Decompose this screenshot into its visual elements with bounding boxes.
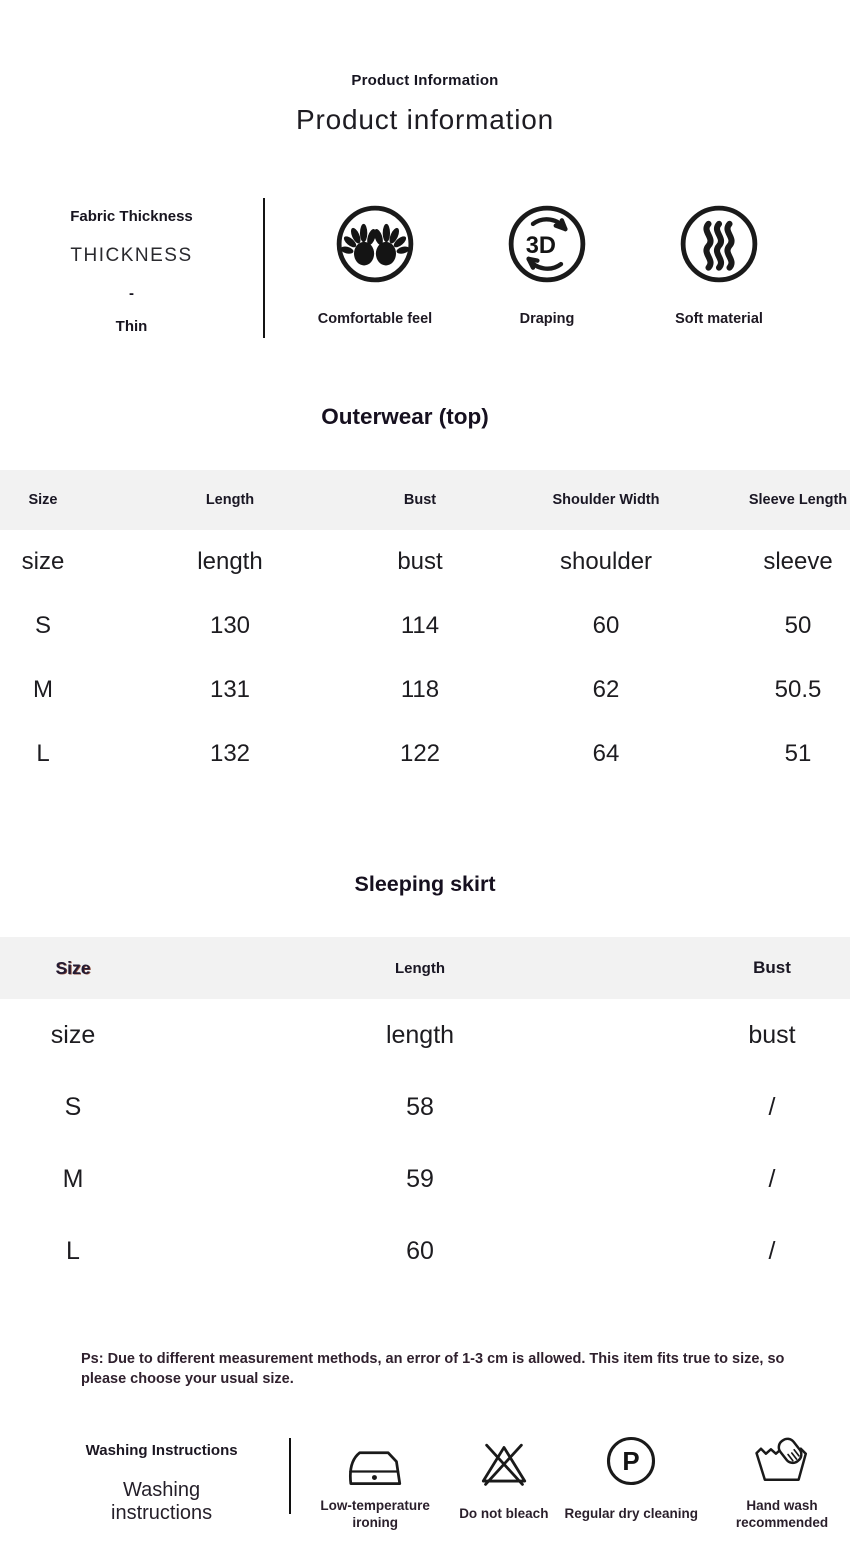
table-cell: sleeve — [763, 548, 833, 575]
table-cell: M — [62, 1164, 84, 1193]
page-title-large: Product information — [296, 104, 554, 135]
table-cell: bust — [748, 1020, 796, 1049]
column-header: Bust — [753, 958, 791, 977]
table-cell: L — [36, 740, 50, 767]
table-cell: / — [768, 1092, 776, 1121]
feature-label: Draping — [519, 311, 575, 327]
rotate-3d-icon-text: 3D — [526, 233, 556, 259]
fabric-thickness-value: THICKNESS — [70, 245, 193, 266]
sleeping-skirt-size-table: Size Length Bust size length bust S 58 / M 59 / L 60 / — [0, 937, 850, 1287]
fabric-thickness-block: Fabric Thickness THICKNESS - Thin — [0, 198, 263, 350]
column-header: Shoulder Width — [552, 492, 660, 508]
rotate-3d-icon: 3D — [505, 202, 589, 291]
feature-icons-row: Comfortable feel 3D Draping — [265, 198, 850, 350]
table-row: M 131 118 62 50.5 — [0, 658, 850, 722]
washing-item-no-bleach: Do not bleach — [459, 1430, 548, 1533]
fabric-thickness-thin: Thin — [115, 318, 148, 335]
sleeping-skirt-heading: Sleeping skirt — [354, 872, 496, 896]
column-header: Length — [395, 959, 445, 977]
washing-sublabel: Washing instructions — [111, 1478, 213, 1524]
fabric-thickness-dash: - — [129, 285, 134, 302]
feature-soft-material: Soft material — [633, 202, 805, 350]
feature-draping: 3D Draping — [461, 202, 633, 350]
table-header-row: Size Length Bust Shoulder Width Sleeve Lengt… — [0, 470, 850, 530]
washing-item-label: Regular dry cleaning — [564, 1506, 698, 1522]
table-cell: 122 — [399, 740, 441, 767]
table-cell: 50 — [784, 612, 812, 639]
dry-clean-p-icon: P — [604, 1430, 658, 1488]
table-cell: bust — [397, 548, 443, 575]
column-header: Bust — [403, 492, 437, 508]
table-cell: 131 — [209, 676, 251, 703]
table-cell: M — [33, 676, 53, 703]
table-row: S 130 114 60 50 — [0, 594, 850, 658]
measurement-note: Ps: Due to different measurement methods… — [81, 1351, 785, 1388]
table-cell: 60 — [406, 1236, 434, 1265]
washing-icons-row: Low-temperature ironing Do not bleach P — [307, 1430, 850, 1533]
vertical-divider — [263, 198, 265, 338]
table-header-row: Size Length Bust — [0, 937, 850, 999]
table-cell: 114 — [400, 612, 440, 639]
table-cell: 132 — [209, 740, 251, 767]
table-cell: 59 — [406, 1164, 434, 1193]
do-not-bleach-icon — [476, 1430, 532, 1488]
iron-icon — [343, 1430, 407, 1488]
washing-item-dry-clean: P Regular dry cleaning — [564, 1430, 698, 1533]
column-header: Sleeve Length — [748, 492, 848, 508]
washing-item-label: Do not bleach — [459, 1506, 549, 1522]
washing-item-iron: Low-temperature ironing — [307, 1430, 443, 1533]
table-row: size length bust — [0, 999, 850, 1071]
table-cell: 62 — [592, 676, 620, 703]
column-header: Length — [205, 492, 255, 508]
washing-label: Washing Instructions — [85, 1441, 238, 1459]
feature-label: Soft material — [675, 311, 763, 327]
table-row: size length bust shoulder sleeve — [0, 530, 850, 594]
table-cell: / — [768, 1236, 776, 1265]
table-cell: length — [197, 548, 263, 575]
table-row: S 58 / — [0, 1071, 850, 1143]
table-row: L 132 122 64 51 — [0, 722, 850, 786]
fabric-thickness-section: Fabric Thickness THICKNESS - Thin — [0, 198, 850, 350]
table-cell: L — [66, 1236, 80, 1265]
table-cell: S — [34, 612, 51, 639]
table-cell: S — [64, 1092, 82, 1121]
page-title-small: Product Information — [351, 72, 499, 89]
table-cell: shoulder — [559, 548, 653, 575]
table-cell: 64 — [592, 740, 620, 767]
fabric-thickness-label: Fabric Thickness — [70, 208, 193, 225]
table-row: L 60 / — [0, 1215, 850, 1287]
vertical-divider — [289, 1437, 292, 1514]
dry-clean-icon-text: P — [623, 1448, 640, 1476]
table-cell: length — [385, 1020, 455, 1049]
feature-label: Comfortable feel — [317, 311, 433, 327]
hand-wash-icon — [751, 1430, 813, 1488]
table-cell: / — [768, 1164, 776, 1193]
hands-icon — [333, 202, 417, 291]
washing-item-label: Hand wash recommended — [735, 1497, 829, 1530]
feature-comfortable-feel: Comfortable feel — [289, 202, 461, 350]
table-cell: 58 — [406, 1092, 434, 1121]
table-cell: size — [21, 548, 65, 575]
table-row: M 59 / — [0, 1143, 850, 1215]
table-cell: 118 — [400, 676, 440, 703]
outerwear-size-table: Size Length Bust Shoulder Width Sleeve Lengt… — [0, 470, 850, 786]
steam-waves-icon — [677, 202, 761, 291]
table-cell: 51 — [784, 740, 812, 767]
outerwear-heading: Outerwear (top) — [321, 404, 489, 429]
table-cell: 60 — [592, 612, 620, 639]
washing-item-hand-wash: Hand wash recommended — [714, 1430, 850, 1533]
table-cell: 130 — [209, 612, 251, 639]
column-header: Size — [28, 492, 58, 508]
washing-label-block: Washing Instructions Washing instruction… — [62, 1430, 261, 1525]
column-header: Size — [55, 957, 91, 978]
table-cell: 50.5 — [774, 676, 822, 703]
table-cell: size — [50, 1020, 96, 1049]
washing-item-label: Low-temperature ironing — [320, 1497, 430, 1530]
washing-instructions-section: Washing Instructions Washing instruction… — [0, 1430, 850, 1533]
